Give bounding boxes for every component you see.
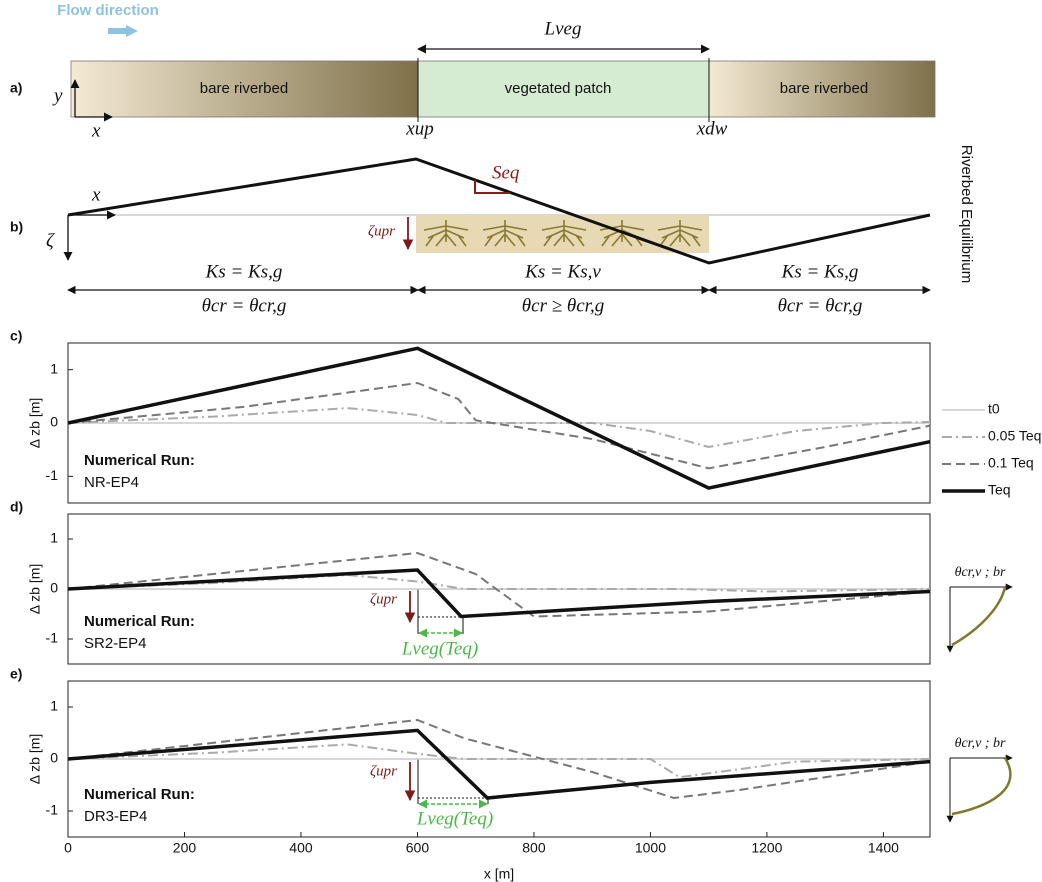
x-tick-label: 600 xyxy=(406,840,430,856)
x-tick-label: 800 xyxy=(522,840,546,856)
inset-curve xyxy=(952,587,1005,645)
upr-label: ζupr xyxy=(370,763,397,779)
legend-label: Teq xyxy=(988,482,1011,498)
y-axis: y xyxy=(52,85,63,106)
run-label: Numerical Run: xyxy=(84,452,195,469)
ks-label: Ks = Ks,g xyxy=(781,261,859,282)
x-tick-label: 1000 xyxy=(635,840,666,856)
y-tick-label: -1 xyxy=(46,802,59,818)
flow-label: Flow direction xyxy=(57,2,159,19)
theta-label: θcr = θcr,g xyxy=(202,295,287,316)
run-name: SR2-EP4 xyxy=(84,635,147,652)
x-tick-label: 1200 xyxy=(751,840,782,856)
y-axis-label: Δ zb [m] xyxy=(27,398,43,449)
x-axis-label: x [m] xyxy=(484,866,514,882)
x-dw: xdw xyxy=(696,118,728,139)
inset-curve xyxy=(952,758,1010,814)
side-label: Riverbed Equilibrium xyxy=(958,145,975,283)
ks-label: Ks = Ks,g xyxy=(205,261,283,282)
slope-label: Seq xyxy=(492,162,520,183)
theta-label: θcr ≥ θcr,g xyxy=(522,295,604,316)
lveg-label: Lveg(Teq) xyxy=(416,808,493,829)
y-tick-label: 1 xyxy=(50,360,58,376)
panel-label: b) xyxy=(10,219,23,235)
upr-label: ζupr xyxy=(368,223,395,239)
legend-label: 0.05 Teq xyxy=(988,428,1041,444)
panel-label: d) xyxy=(10,499,23,515)
legend-label: 0.1 Teq xyxy=(988,455,1034,471)
y-tick-label: 1 xyxy=(50,698,58,714)
series-line xyxy=(68,570,930,617)
lveg-label: Lveg xyxy=(544,18,582,39)
flow-arrow-head xyxy=(126,25,138,37)
inset-label: θcr,v ; br xyxy=(955,565,1006,580)
region-label: bare riverbed xyxy=(780,80,868,97)
y-axis-label: Δ zb [m] xyxy=(27,734,43,785)
series-line xyxy=(68,730,930,798)
upr-label: ζupr xyxy=(370,591,397,607)
y-tick-label: 0 xyxy=(50,414,58,430)
y-tick-label: 0 xyxy=(50,580,58,596)
y-axis-label: Δ zb [m] xyxy=(27,564,43,615)
series-line xyxy=(68,553,930,617)
x-tick-label: 1400 xyxy=(868,840,899,856)
run-name: NR-EP4 xyxy=(84,474,139,491)
run-label: Numerical Run: xyxy=(84,613,195,630)
x-tick-label: 400 xyxy=(289,840,313,856)
x-tick-label: 0 xyxy=(64,840,72,856)
panel-label: e) xyxy=(10,666,22,682)
run-label: Numerical Run: xyxy=(84,786,195,803)
x-up: xup xyxy=(405,118,433,139)
y-tick-label: -1 xyxy=(46,467,59,483)
x-tick-label: 200 xyxy=(173,840,197,856)
x-axis: x xyxy=(91,120,101,141)
x-axis: x xyxy=(91,184,101,205)
theta-label: θcr = θcr,g xyxy=(778,295,863,316)
region-label: bare riverbed xyxy=(200,80,288,97)
inset-label: θcr,v ; br xyxy=(955,736,1006,751)
figure: Flow direction Lveg a) bare riverbed veg… xyxy=(0,0,1042,882)
page: Flow direction Lveg a) bare riverbed veg… xyxy=(0,0,1042,882)
region-label: vegetated patch xyxy=(505,80,612,97)
series-line xyxy=(68,408,930,447)
panel-label: a) xyxy=(10,80,22,96)
y-tick-label: -1 xyxy=(46,630,59,646)
y-tick-label: 0 xyxy=(50,750,58,766)
y-tick-label: 1 xyxy=(50,530,58,546)
z-axis: ζ xyxy=(46,230,55,251)
panel-label: c) xyxy=(10,328,22,344)
run-name: DR3-EP4 xyxy=(84,808,147,825)
lveg-label: Lveg(Teq) xyxy=(401,638,478,659)
legend-label: t0 xyxy=(988,401,1000,417)
ks-label: Ks = Ks,v xyxy=(524,261,601,282)
